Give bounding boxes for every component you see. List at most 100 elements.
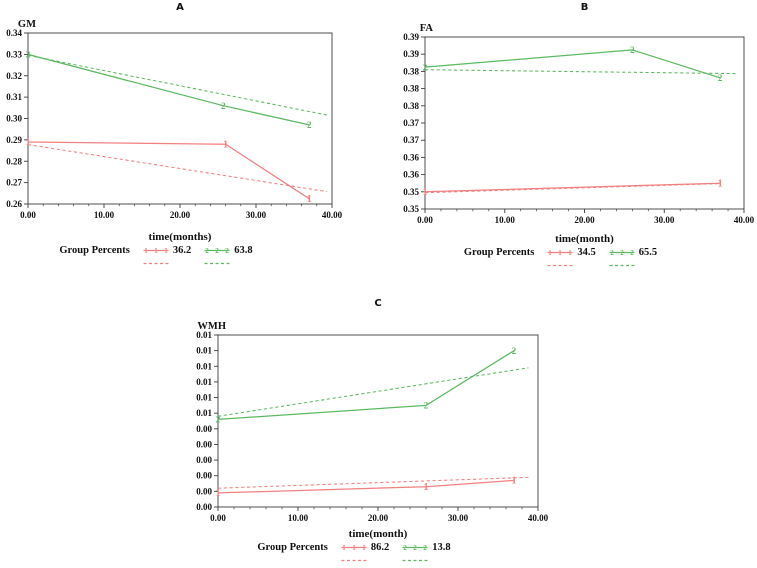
point-marker: 1 [307,194,312,205]
svg-text:0.38: 0.38 [403,66,419,76]
svg-text:0.00: 0.00 [196,471,212,481]
svg-text:30.00: 30.00 [448,513,469,523]
legend-dashed-line-sample [143,262,169,265]
panel-c-xaxis-title: time(month) [348,528,408,540]
point-marker: 2 [423,62,428,72]
svg-text:1: 1 [144,247,148,255]
svg-text:2: 2 [215,247,219,255]
svg-text:2: 2 [403,544,407,552]
svg-text:0.01: 0.01 [196,330,212,340]
legend-dashed-line-sample [547,264,573,267]
x-axis: 0.00 10.00 20.00 30.00 40.00 [417,209,755,225]
svg-text:2: 2 [620,249,624,257]
svg-text:0.36: 0.36 [403,170,419,180]
svg-text:1: 1 [352,544,356,552]
svg-text:2: 2 [423,544,427,552]
y-axis: 0.39 0.39 0.38 0.38 0.38 0.37 0.37 0.36 0.36 0.35… [403,32,425,214]
svg-text:0.00: 0.00 [210,513,226,523]
x-axis: 0.00 10.00 20.00 30.00 40.00 [20,204,343,220]
legend-title: Group Percents [257,542,328,553]
series-group-34.5-solid [424,182,721,193]
svg-text:1: 1 [154,247,158,255]
svg-text:1: 1 [342,544,346,552]
svg-text:0.00: 0.00 [417,215,433,225]
panel-b-plot: FA0.390.390.380.380.380.370.370.360.360.… [403,23,755,225]
point-marker: 2 [424,401,429,411]
svg-text:0.29: 0.29 [6,135,22,145]
panel-b-xaxis-title: time(month) [555,233,614,245]
panel-a-title: A [176,2,184,13]
plot-frame [27,32,333,205]
svg-text:40.00: 40.00 [528,513,549,523]
svg-text:0.01: 0.01 [196,377,212,387]
point-marker: 1 [512,476,517,487]
svg-text:0.00: 0.00 [196,439,212,449]
svg-text:0.32: 0.32 [6,71,22,81]
svg-text:10.00: 10.00 [288,513,309,523]
legend-value: 63.8 [234,245,253,256]
point-marker: 1 [718,178,723,189]
panel-b: B FA 0.39 0.39 0.38 0.38 0.38 0.37 0.37 0.36 0.36… [377,0,757,284]
series-group-65.5-solid [424,49,721,79]
point-marker: 1 [223,139,228,150]
svg-text:0.34: 0.34 [6,28,22,38]
y-axis: 0.01 0.01 0.01 0.01 0.01 0.01 0.00 0.00 0.00 0.00… [196,330,218,512]
svg-text:0.01: 0.01 [196,346,212,356]
svg-text:2: 2 [225,247,229,255]
svg-text:0.30: 0.30 [6,114,22,124]
legend-title: Group Percents [463,247,535,258]
svg-text:40.00: 40.00 [322,210,343,220]
svg-text:0.35: 0.35 [403,204,419,214]
svg-text:40.00: 40.00 [734,215,755,225]
svg-text:0.00: 0.00 [20,210,36,220]
svg-text:0.00: 0.00 [196,486,212,496]
svg-text:2: 2 [610,249,614,257]
svg-text:1: 1 [362,544,366,552]
point-marker: 2 [26,50,31,60]
legend-value: 36.2 [172,245,192,256]
svg-text:0.00: 0.00 [196,455,212,465]
legend-dashed-line-sample [204,262,230,265]
series-group-13.8-dashed [217,367,529,417]
x-axis: 0.00 10.00 20.00 30.00 40.00 [210,507,549,523]
point-marker: 1 [424,482,429,493]
plot-frame [217,334,539,508]
panel-b-title: B [580,2,589,13]
svg-text:0.01: 0.01 [196,361,212,371]
svg-text:0.00: 0.00 [196,502,212,512]
svg-text:0.36: 0.36 [403,152,419,162]
svg-text:2: 2 [630,249,634,257]
svg-text:10.00: 10.00 [495,215,516,225]
svg-text:0.39: 0.39 [403,49,419,59]
svg-text:2: 2 [413,544,417,552]
point-marker: 2 [718,73,723,83]
y-axis-title: FA [420,23,434,34]
point-marker: 1 [423,187,428,198]
svg-text:1: 1 [164,247,168,255]
series-group-63.8-solid [27,53,310,126]
point-marker: 2 [221,101,226,111]
series-group-86.2-solid [217,479,515,494]
svg-text:1: 1 [559,249,563,257]
svg-text:0.38: 0.38 [403,84,419,94]
point-marker: 1 [26,137,31,148]
legend-value: 86.2 [370,542,390,553]
y-axis-title: GM [18,19,36,30]
point-marker: 1 [216,488,221,499]
legend-value: 65.5 [638,247,658,258]
legend-dashed-line-sample [402,559,428,562]
legend-value: 34.5 [577,247,596,258]
